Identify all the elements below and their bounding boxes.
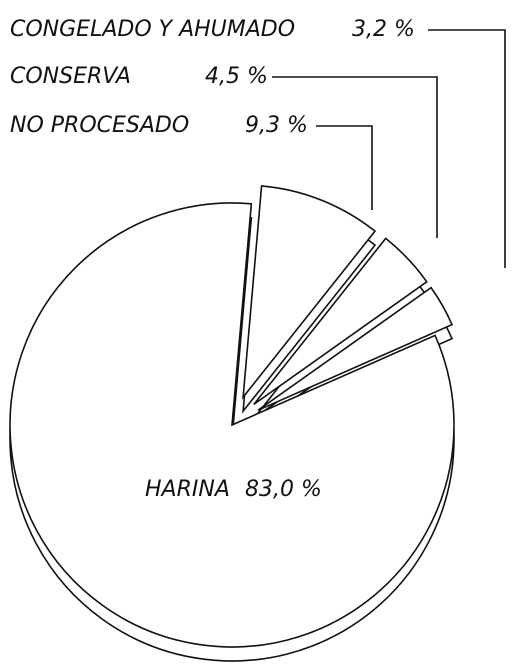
leader-line — [428, 29, 506, 268]
value-label: 3,2 % — [352, 17, 415, 42]
slice-label: CONGELADO Y AHUMADO — [10, 17, 295, 42]
slice — [253, 237, 428, 406]
slice — [257, 286, 454, 411]
slice-label: HARINA — [145, 477, 230, 502]
leader-line — [316, 125, 373, 210]
leader-line — [272, 76, 438, 238]
value-label: 83,0 % — [245, 477, 322, 502]
slice — [9, 202, 455, 648]
slice-label: NO PROCESADO — [10, 113, 189, 138]
slice — [242, 185, 377, 400]
slice-label: CONSERVA — [10, 64, 131, 89]
value-label: 9,3 % — [245, 113, 308, 138]
value-label: 4,5 % — [205, 64, 268, 89]
